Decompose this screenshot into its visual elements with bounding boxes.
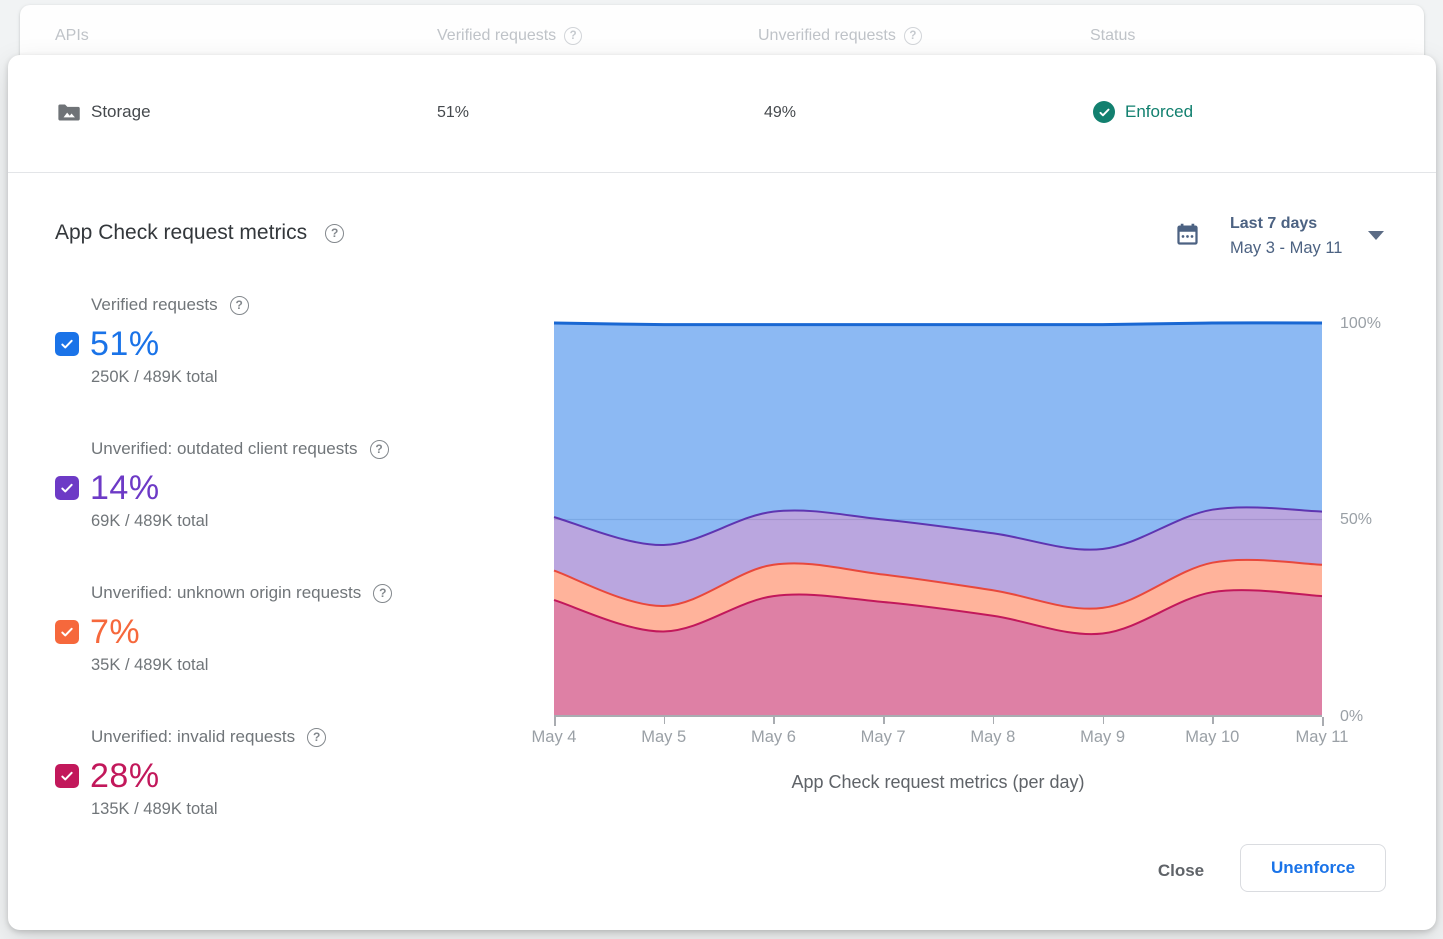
divider bbox=[8, 172, 1436, 173]
calendar-icon bbox=[1177, 223, 1198, 245]
column-header-status: Status bbox=[1090, 25, 1135, 47]
chevron-down-icon bbox=[1368, 231, 1384, 240]
unknown-origin-checkbox[interactable] bbox=[55, 620, 79, 644]
x-axis-label: May 11 bbox=[1295, 728, 1349, 746]
x-axis-tick bbox=[992, 717, 995, 724]
area-unverified-outdated-client-requests bbox=[554, 507, 1322, 609]
help-icon: ? bbox=[903, 27, 922, 45]
legend-label-row: Unverified: unknown origin requests ? bbox=[91, 580, 525, 606]
x-axis-tick bbox=[1102, 717, 1105, 724]
storage-folder-image-icon bbox=[58, 104, 80, 121]
verified-requests-value: 51% bbox=[437, 104, 470, 121]
help-icon[interactable]: ? bbox=[369, 439, 389, 459]
x-axis-tick bbox=[663, 717, 666, 724]
date-range-text: Last 7 days May 3 - May 11 bbox=[1230, 212, 1342, 261]
help-icon: ? bbox=[564, 27, 583, 45]
legend-label: Unverified: outdated client requests bbox=[91, 439, 358, 458]
legend-label-row: Unverified: outdated client requests ? bbox=[91, 436, 525, 462]
line-unverified-invalid-requests bbox=[553, 589, 1323, 636]
date-range-label: Last 7 days bbox=[1230, 215, 1318, 232]
panel-title: App Check request metrics ? bbox=[55, 221, 345, 245]
legend-label: Unverified: unknown origin requests bbox=[91, 583, 362, 602]
line-unverified-outdated-client-requests bbox=[553, 506, 1323, 551]
legend-item-invalid: Unverified: invalid requests ? 28% 135K … bbox=[55, 724, 525, 819]
unenforce-button[interactable]: Unenforce bbox=[1240, 844, 1386, 892]
app-check-metrics-dialog: Storage 51% 49% Enforced App Check reque… bbox=[8, 55, 1436, 930]
column-header-unverified: Unverified requests ? bbox=[758, 25, 922, 47]
legend-label: Verified requests bbox=[91, 295, 218, 314]
legend-label-row: Verified requests ? bbox=[91, 292, 525, 318]
x-axis: May 4 May 5 May 6 May 7 May 8 May 9 May 10 May … bbox=[532, 715, 1348, 746]
x-axis-label: May 6 bbox=[750, 728, 796, 746]
x-axis-label: May 8 bbox=[970, 728, 1016, 746]
legend-percent: 14% bbox=[90, 468, 160, 507]
column-header-apis-label: APIs bbox=[55, 27, 89, 44]
legend-item-verified: Verified requests ? 51% 250K / 489K tota… bbox=[55, 292, 525, 387]
x-axis-label: May 5 bbox=[641, 728, 687, 746]
x-axis-tick bbox=[1212, 717, 1214, 724]
x-axis-label: May 7 bbox=[860, 728, 906, 746]
legend-total: 135K / 489K total bbox=[91, 800, 218, 818]
legend-item-unknown-origin: Unverified: unknown origin requests ? 7%… bbox=[55, 580, 525, 675]
x-axis-tick bbox=[883, 717, 885, 724]
date-range-dates: May 3 - May 11 bbox=[1230, 239, 1343, 257]
area-verified-requests bbox=[554, 322, 1322, 550]
stacked-area-chart bbox=[553, 321, 1323, 716]
api-name: Storage bbox=[91, 102, 151, 121]
legend-total: 250K / 489K total bbox=[91, 368, 218, 386]
outdated-client-checkbox[interactable] bbox=[55, 476, 79, 500]
line-verified-requests bbox=[553, 321, 1323, 327]
help-icon[interactable]: ? bbox=[229, 295, 249, 315]
column-header-unverified-label: Unverified requests bbox=[758, 27, 896, 44]
chart-caption: App Check request metrics (per day) bbox=[791, 772, 1085, 792]
help-icon[interactable]: ? bbox=[373, 583, 393, 603]
column-header-verified: Verified requests ? bbox=[437, 25, 583, 47]
x-axis-tick bbox=[773, 717, 776, 724]
area-unverified-invalid-requests bbox=[554, 590, 1322, 716]
line-unverified-unknown-origin-requests bbox=[553, 558, 1323, 610]
x-axis-label: May 4 bbox=[531, 728, 577, 746]
legend-total: 35K / 489K total bbox=[91, 656, 209, 674]
status-badge: Enforced bbox=[1093, 101, 1193, 123]
legend-percent: 7% bbox=[90, 612, 141, 651]
legend-label: Unverified: invalid requests bbox=[91, 727, 296, 746]
column-header-verified-label: Verified requests bbox=[437, 27, 557, 44]
x-axis-label: May 10 bbox=[1185, 728, 1240, 746]
date-range-selector[interactable]: Last 7 days May 3 - May 11 bbox=[1170, 211, 1390, 263]
y-axis-label-50: 50% bbox=[1340, 511, 1373, 528]
legend-item-outdated-client: Unverified: outdated client requests ? 1… bbox=[55, 436, 525, 531]
column-header-apis: APIs bbox=[55, 25, 89, 47]
y-axis-label-100: 100% bbox=[1340, 315, 1381, 332]
legend-percent: 28% bbox=[90, 756, 160, 795]
x-axis-label: May 9 bbox=[1080, 728, 1126, 746]
y-axis-label-0: 0% bbox=[1340, 708, 1364, 725]
x-axis-tick bbox=[1322, 717, 1324, 726]
panel-title-label: App Check request metrics bbox=[55, 221, 308, 244]
verified-checkbox[interactable] bbox=[55, 332, 79, 356]
column-header-status-label: Status bbox=[1090, 27, 1136, 44]
legend-total: 69K / 489K total bbox=[91, 512, 209, 530]
check-circle-icon bbox=[1093, 101, 1115, 123]
legend-label-row: Unverified: invalid requests ? bbox=[91, 724, 525, 750]
close-button[interactable]: Close bbox=[1126, 849, 1236, 893]
x-axis-tick bbox=[554, 717, 556, 726]
unverified-requests-value: 49% bbox=[764, 104, 797, 121]
help-icon[interactable]: ? bbox=[307, 727, 327, 747]
legend-percent: 51% bbox=[90, 324, 160, 363]
status-label: Enforced bbox=[1125, 102, 1194, 121]
help-icon[interactable]: ? bbox=[325, 223, 345, 243]
invalid-checkbox[interactable] bbox=[55, 764, 79, 788]
area-unverified-unknown-origin-requests bbox=[554, 559, 1322, 635]
